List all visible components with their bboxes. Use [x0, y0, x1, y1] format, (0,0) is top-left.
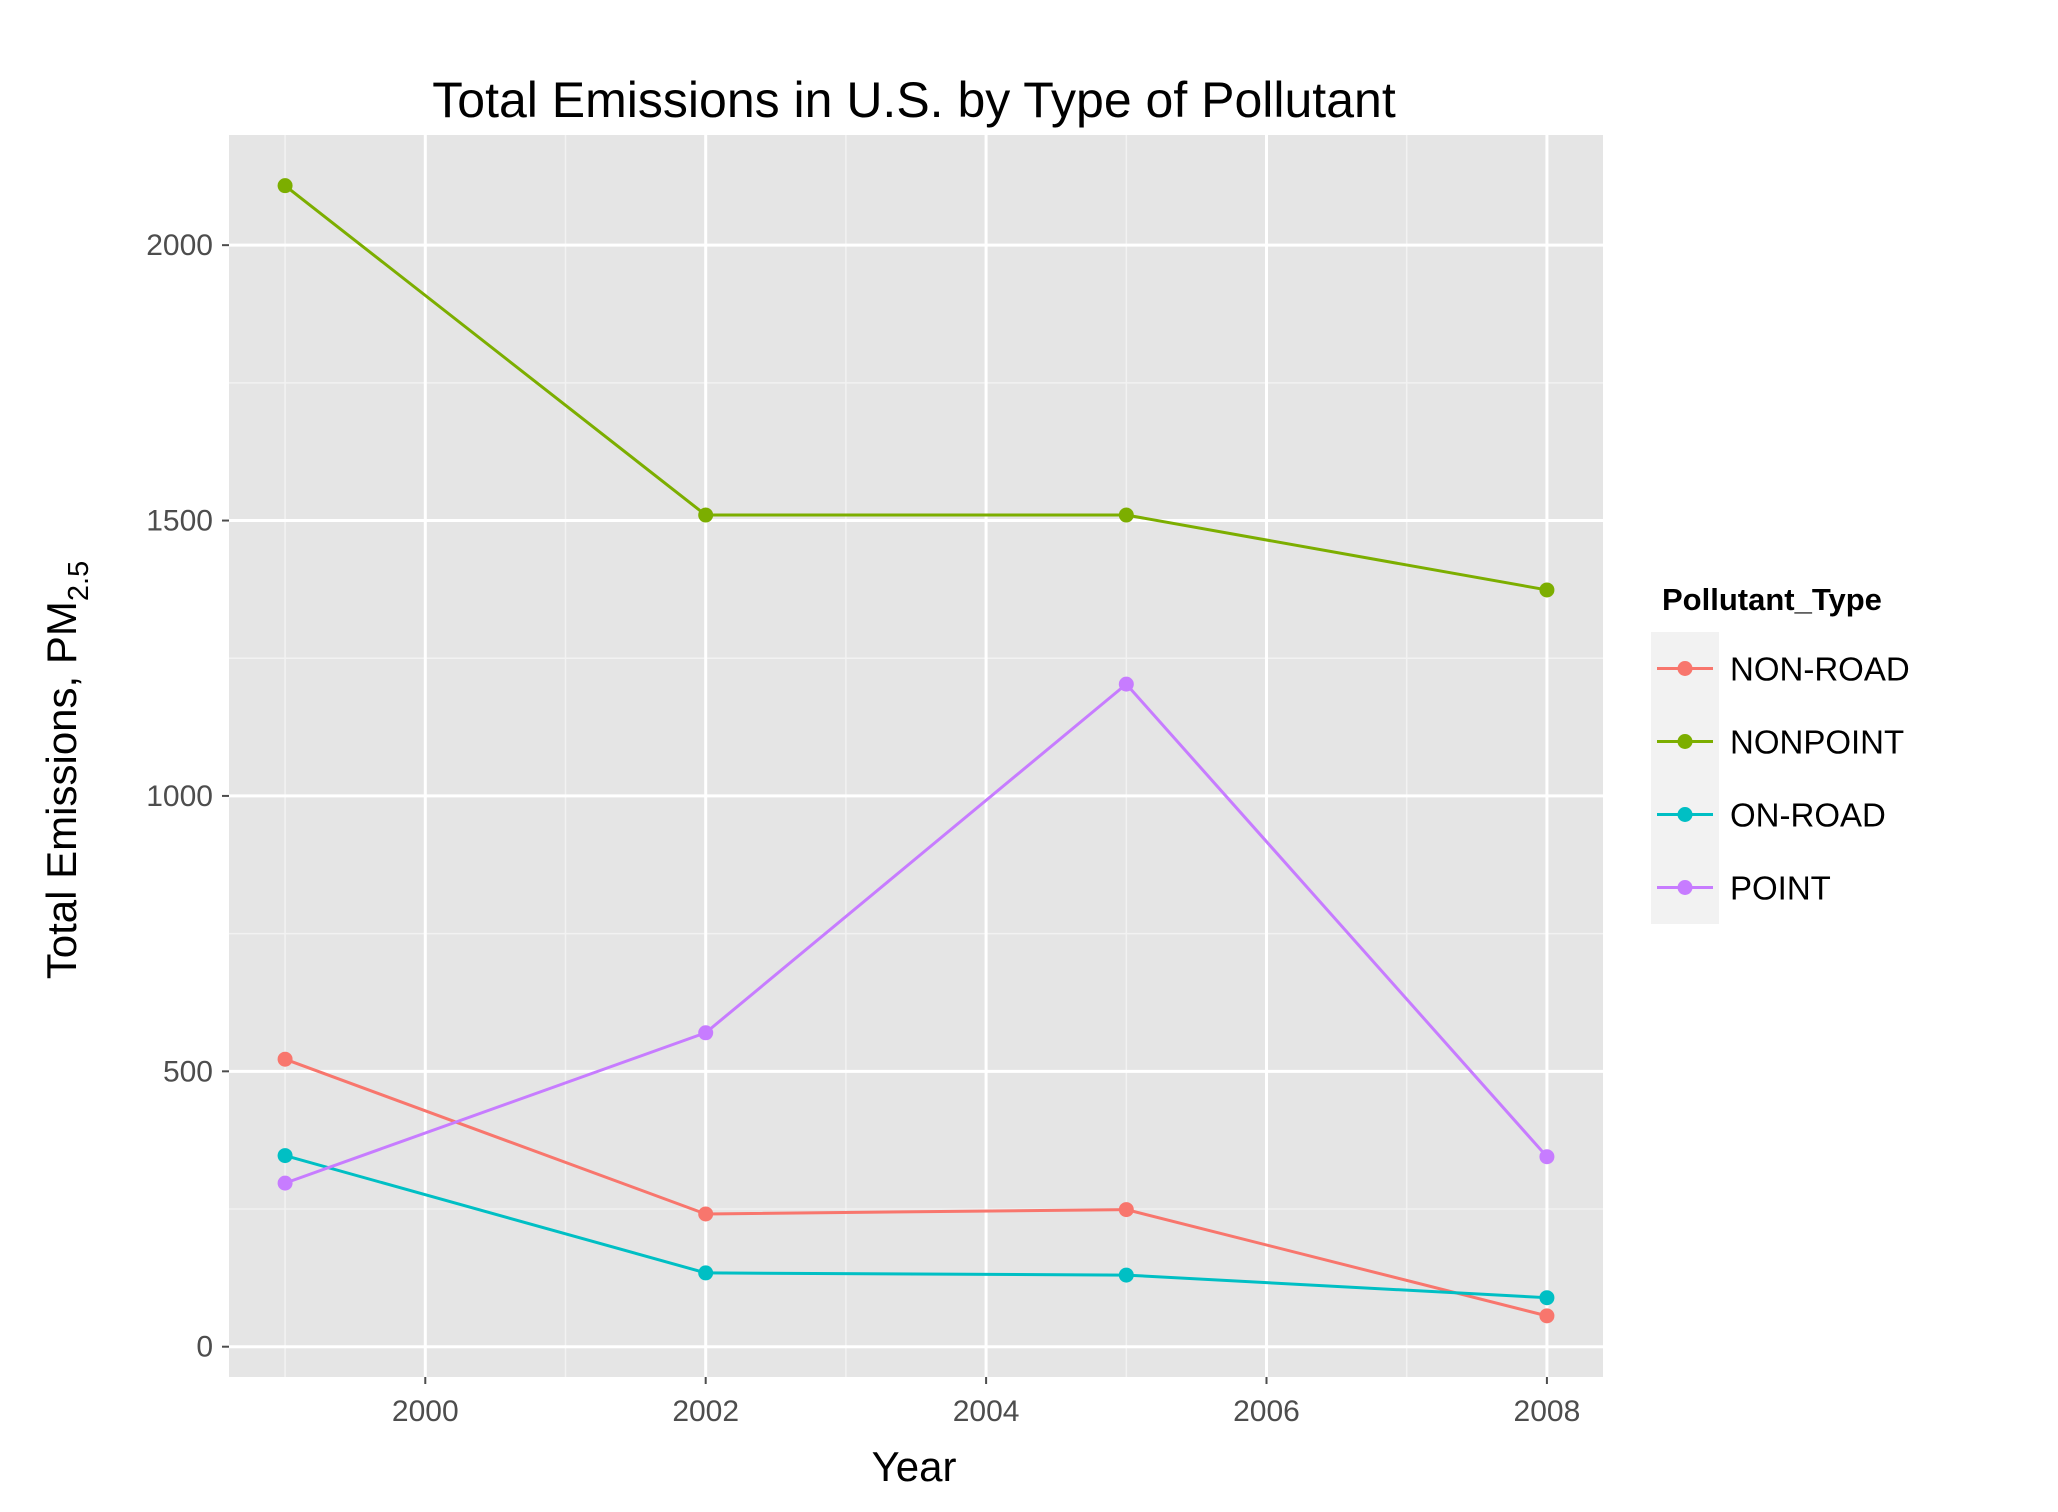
legend-item-point: POINT: [1651, 851, 1831, 924]
x-axis-ticks: 2000 2002 2004 2006 2008: [392, 1377, 1580, 1428]
data-point-on-road: [277, 1148, 293, 1164]
x-tick-label: 2006: [1233, 1395, 1300, 1428]
legend-label: NONPOINT: [1730, 724, 1904, 761]
series-lines: [284, 184, 1549, 1318]
y-tick-label: 1500: [146, 505, 213, 538]
legend-key-point: [1677, 880, 1693, 895]
legend-key-point: [1677, 661, 1693, 676]
major-gridlines: [229, 135, 1603, 1377]
data-point-on-road: [1539, 1290, 1555, 1306]
data-point-nonpoint: [1118, 507, 1134, 523]
x-tick-label: 2000: [392, 1395, 459, 1428]
chart-title: Total Emissions in U.S. by Type of Pollu…: [432, 72, 1396, 128]
data-point-on-road: [1118, 1267, 1134, 1283]
x-tick-label: 2008: [1514, 1395, 1581, 1428]
data-point-point: [698, 1025, 714, 1041]
legend-title: Pollutant_Type: [1662, 582, 1882, 617]
data-point-non-road: [1118, 1202, 1134, 1218]
x-tick-label: 2002: [672, 1395, 739, 1428]
plot-panel: [229, 135, 1603, 1377]
series-line-point: [284, 682, 1549, 1185]
y-axis-label-subscript: 2.5: [63, 561, 95, 601]
data-point-nonpoint: [1539, 582, 1555, 598]
series-points: [277, 178, 1555, 1324]
data-point-on-road: [698, 1265, 714, 1281]
y-tick-label: 2000: [146, 229, 213, 262]
y-tick-label: 500: [163, 1055, 213, 1088]
series-line-on-road: [284, 1154, 1547, 1300]
data-point-point: [277, 1175, 293, 1191]
data-point-non-road: [277, 1051, 293, 1067]
minor-gridlines: [229, 135, 1603, 1377]
legend-item-non-road: NON-ROAD: [1651, 632, 1910, 705]
x-axis-label: Year: [872, 1443, 957, 1490]
legend-label: POINT: [1730, 870, 1831, 907]
x-tick-label: 2004: [953, 1395, 1020, 1428]
y-axis-label: Total Emissions, PM2.5: [38, 561, 95, 979]
series-line-non-road: [284, 1057, 1548, 1318]
y-axis-label-main: Total Emissions, PM: [38, 601, 85, 979]
legend-key-point: [1677, 734, 1693, 749]
legend-items: NON-ROAD NONPOINT ON-ROAD POINT: [1651, 632, 1910, 924]
data-point-point: [1539, 1149, 1555, 1165]
legend-item-on-road: ON-ROAD: [1651, 778, 1886, 851]
data-point-nonpoint: [277, 178, 293, 194]
data-point-point: [1118, 676, 1134, 692]
data-point-nonpoint: [698, 507, 714, 523]
legend-label: NON-ROAD: [1730, 651, 1910, 688]
y-tick-label: 1000: [146, 780, 213, 813]
legend: Pollutant_Type NON-ROAD NONPOINT ON-ROAD PO…: [1651, 582, 1910, 924]
legend-label: ON-ROAD: [1730, 797, 1886, 834]
y-axis-ticks: 0 500 1000 1500 2000: [146, 229, 229, 1364]
y-tick-label: 0: [196, 1331, 213, 1364]
series-line-nonpoint: [284, 184, 1548, 592]
data-point-non-road: [1539, 1308, 1555, 1324]
legend-item-nonpoint: NONPOINT: [1651, 705, 1904, 778]
data-point-non-road: [698, 1206, 714, 1222]
legend-key-point: [1677, 807, 1693, 822]
